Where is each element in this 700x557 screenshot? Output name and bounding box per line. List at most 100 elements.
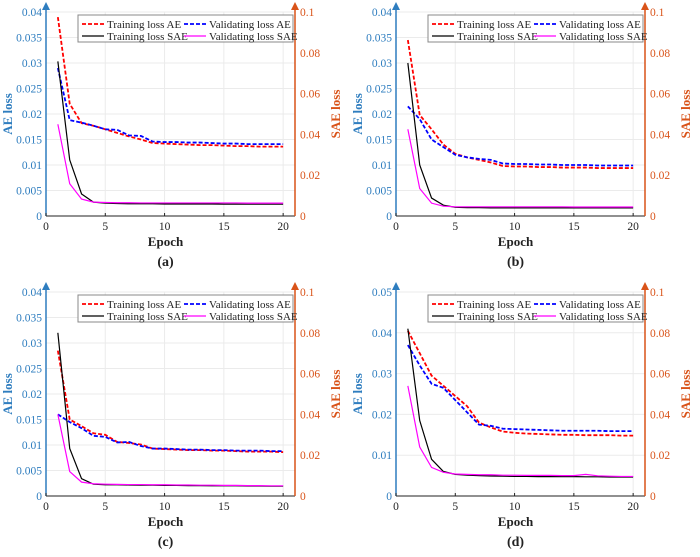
legend-label: Training loss SAE [457, 31, 538, 43]
y2-tick-label: 0.04 [300, 129, 320, 141]
y-tick-label: 0.03 [22, 338, 42, 350]
y-tick-label: 0.02 [22, 109, 42, 121]
y2-tick-label: 0.08 [300, 48, 320, 60]
series-line-validating-loss-ae [56, 67, 284, 145]
y2-tick-label: 0.08 [650, 48, 670, 60]
y2-tick-label: 0 [300, 211, 306, 223]
y2-axis-label: SAE loss [328, 90, 343, 139]
y-tick-label: 0.05 [372, 287, 392, 299]
chart-panel-d: 0 5 10 15 20 0 0.01 0.02 0.03 0.04 0.05 0 0.02 0.04 0.… [350, 282, 693, 550]
x-tick-label: 10 [509, 221, 521, 233]
panel-caption: (b) [507, 255, 524, 270]
x-tick-label: 5 [452, 221, 458, 233]
chart-panel-c: 0 5 10 15 20 0 0.005 0.01 0.015 0.02 0.025 0.03 0.03… [0, 282, 343, 550]
y2-tick-label: 0.02 [650, 170, 670, 182]
legend-box [427, 14, 644, 43]
y-tick-label: 0.03 [22, 58, 42, 70]
x-tick-label: 20 [277, 221, 289, 233]
y-tick-label: 0.025 [16, 84, 42, 96]
y-tick-label: 0.025 [366, 84, 392, 96]
legend-label: Validating loss SAE [209, 311, 298, 323]
y2-tick-label: 0.1 [650, 287, 665, 299]
y2-tick-label: 0.06 [650, 369, 670, 381]
y-tick-label: 0.035 [16, 33, 42, 45]
y-tick-label: 0 [36, 211, 42, 223]
y2-tick-label: 0.04 [300, 409, 320, 421]
x-tick-label: 10 [509, 501, 521, 513]
legend-label: Training loss AE [107, 19, 181, 31]
panel-caption: (d) [507, 535, 524, 550]
series-line-validating-loss-sae [407, 385, 634, 478]
series-line-validating-loss-sae [57, 414, 284, 487]
panel-caption: (c) [158, 535, 174, 550]
series-line-validating-loss-ae [57, 413, 284, 453]
y-tick-label: 0 [386, 211, 392, 223]
y-tick-label: 0.015 [366, 135, 392, 147]
x-tick-label: 20 [627, 221, 639, 233]
y2-tick-label: 0.1 [650, 7, 665, 19]
y-tick-label: 0.01 [372, 450, 392, 462]
y2-tick-label: 0.08 [650, 328, 670, 340]
legend: Training loss AE Validating loss AE Traini… [427, 14, 648, 43]
y-tick-label: 0.01 [372, 160, 392, 172]
y2-tick-label: 0.08 [300, 328, 320, 340]
y2-tick-label: 0.02 [300, 450, 320, 462]
x-tick-label: 0 [393, 221, 399, 233]
y-axis-label: AE loss [350, 373, 365, 415]
y2-tick-label: 0.1 [300, 287, 315, 299]
y2-tick-label: 0.06 [650, 89, 670, 101]
y-tick-label: 0.04 [22, 7, 42, 19]
y2-tick-label: 0.1 [300, 7, 315, 19]
panel-caption: (a) [157, 255, 174, 270]
legend-label: Training loss AE [457, 19, 531, 31]
series-line-training-loss-sae [57, 61, 284, 205]
y-tick-label: 0.02 [372, 409, 392, 421]
legend-label: Validating loss SAE [559, 311, 648, 323]
y-axis-label: AE loss [0, 373, 15, 415]
x-tick-label: 5 [452, 501, 458, 513]
legend-label: Training loss SAE [457, 311, 538, 323]
left-axis-arrow-icon [392, 282, 400, 290]
series-line-validating-loss-ae [407, 344, 634, 433]
x-tick-label: 20 [277, 501, 289, 513]
y2-tick-label: 0.02 [300, 170, 320, 182]
legend-label: Validating loss SAE [209, 31, 298, 43]
legend-label: Validating loss SAE [559, 31, 648, 43]
left-axis-arrow-icon [42, 2, 50, 10]
series-line-validating-loss-sae [407, 129, 634, 208]
x-axis-label: Epoch [498, 514, 534, 529]
y2-tick-label: 0 [650, 491, 656, 503]
series-line-validating-loss-ae [407, 105, 634, 167]
y-tick-label: 0.04 [372, 7, 392, 19]
legend-label: Training loss AE [457, 299, 531, 311]
x-tick-label: 10 [159, 501, 171, 513]
legend-label: Validating loss AE [209, 299, 291, 311]
y2-tick-label: 0.06 [300, 89, 320, 101]
y-tick-label: 0 [36, 491, 42, 503]
legend: Training loss AE Validating loss AE Traini… [427, 294, 648, 323]
series-line-training-loss-ae [56, 16, 284, 148]
legend-label: Training loss AE [107, 299, 181, 311]
y-axis-label: AE loss [0, 93, 15, 135]
series-line-training-loss-sae [407, 62, 634, 209]
right-axis-arrow-icon [291, 2, 299, 10]
y-tick-label: 0.01 [22, 440, 42, 452]
x-tick-label: 0 [43, 221, 49, 233]
legend-label: Training loss SAE [107, 31, 188, 43]
series-line-training-loss-ae [407, 330, 634, 437]
x-tick-label: 10 [159, 221, 171, 233]
series-line-training-loss-ae [56, 350, 284, 454]
left-axis-arrow-icon [42, 282, 50, 290]
series-line-training-loss-sae [57, 332, 284, 487]
legend-box [77, 294, 294, 323]
y-tick-label: 0.025 [16, 364, 42, 376]
legend-box [77, 14, 294, 43]
x-tick-label: 0 [43, 501, 49, 513]
y2-tick-label: 0 [300, 491, 306, 503]
series-line-training-loss-ae [406, 39, 634, 169]
x-axis-label: Epoch [498, 234, 534, 249]
x-tick-label: 20 [627, 501, 639, 513]
y-tick-label: 0.02 [372, 109, 392, 121]
y-axis-label: AE loss [350, 93, 365, 135]
y-tick-label: 0.005 [16, 186, 42, 198]
